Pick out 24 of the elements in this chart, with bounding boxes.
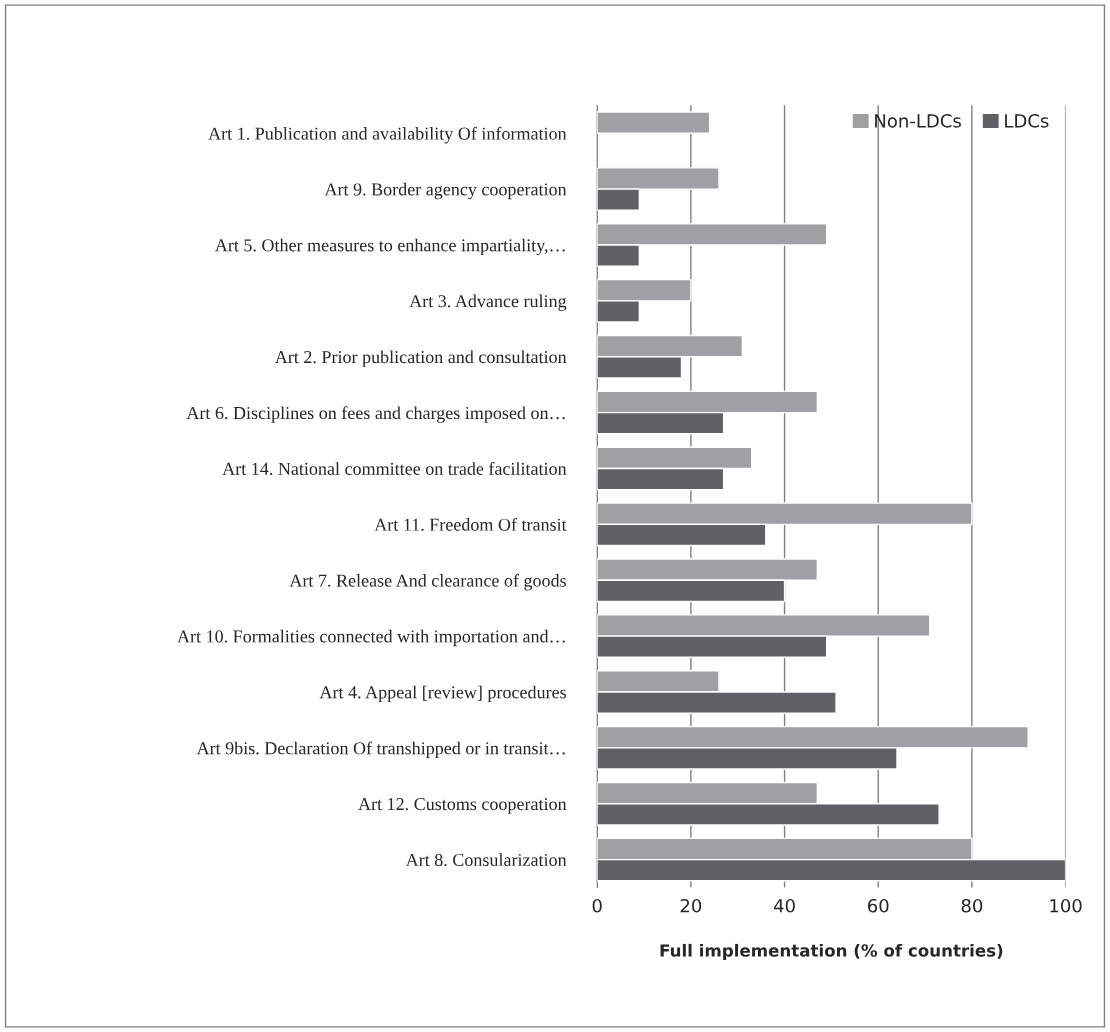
y-tick-label: Art 10. Formalities connected with importation and… — [177, 629, 565, 647]
y-tick-label: Art 2. Prior publication and consultation — [274, 350, 567, 367]
legend-label: LDCs — [1005, 114, 1049, 128]
y-tick-label: Art 1. Publication and availability Of information — [208, 126, 567, 144]
bar — [597, 111, 711, 134]
x-tick-label: 0 — [592, 898, 602, 913]
x-tick-label: 100 — [1050, 898, 1082, 913]
y-tick-label: Art 11. Freedom Of transit — [374, 517, 567, 531]
y-tick-label: Art 7. Release And clearance of goods — [289, 573, 566, 591]
y-tick-label: Art 5. Other measures to enhance impartiality,… — [215, 238, 565, 256]
x-tick-label: 20 — [680, 898, 702, 913]
y-tick-label: Art 4. Appeal [review] procedures — [319, 685, 566, 703]
x-axis-title: Full implementation (% of countries) — [660, 943, 1003, 961]
legend-label: Non-LDCs — [875, 114, 961, 128]
y-tick-label: Art 8. Consularization — [405, 853, 567, 867]
y-tick-label: Art 12. Customs cooperation — [358, 798, 567, 814]
y-tick-label: Art 9. Border agency cooperation — [324, 182, 567, 200]
x-tick-label: 60 — [868, 898, 889, 913]
x-tick-label: 80 — [961, 898, 983, 913]
y-tick-label: Art 14. National committee on trade facilitation — [222, 462, 567, 475]
x-tick-label: 40 — [773, 898, 795, 913]
y-tick-label: Art 3. Advance ruling — [409, 294, 567, 311]
y-tick-label: Art 9bis. Declaration Of transhipped or in transit… — [196, 741, 565, 759]
y-tick-label: Art 6. Disciplines on fees and charges imposed on… — [186, 406, 565, 423]
